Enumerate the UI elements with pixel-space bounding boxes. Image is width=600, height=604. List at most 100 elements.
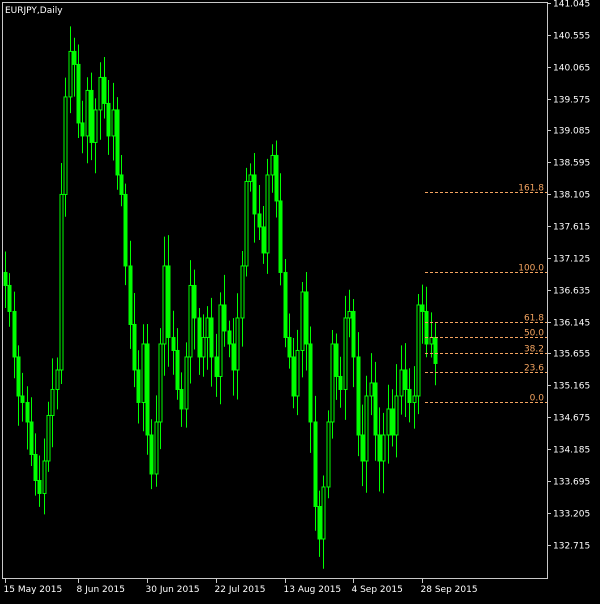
candle [55,357,60,410]
candle-body [192,284,197,319]
candle-body [158,343,163,423]
time-tick-label: 13 Aug 2015 [284,585,342,595]
candle [257,185,262,241]
fibonacci-retracement[interactable]: 161.8 100.0 61.8 50.0 38.2 23.6 0.0 [425,184,547,404]
candle [59,162,64,385]
candle [394,364,399,458]
candle-body [29,421,34,455]
candle-body [149,434,154,475]
candle [42,438,47,515]
candle-body [252,174,257,215]
candle [154,395,159,487]
candle-body [377,434,382,462]
candle [330,329,335,439]
candle [76,44,81,138]
candle [244,167,249,277]
candle [197,308,202,375]
price-tick-label: 133.695 [553,478,590,488]
time-tick-label: 28 Sep 2015 [421,585,478,595]
candle-body [132,323,137,371]
candle-body [3,271,8,286]
candle [412,366,417,429]
candle-body [248,174,253,182]
candle-body [25,401,30,423]
candle-body [283,271,288,338]
candle-body [55,369,60,390]
candle-body [72,50,77,65]
candle-body [399,369,404,397]
candle-body [240,265,245,319]
candle [373,361,378,461]
candle [407,368,412,423]
candle-body [214,356,219,377]
candle-body [304,291,309,345]
price-tick-label: 137.125 [553,255,590,265]
candle-body [274,154,279,202]
candle-body [33,453,38,481]
candle [308,326,313,453]
price-tick-label: 140.555 [553,32,590,42]
candle-body [20,395,25,403]
candle-body [218,304,223,377]
price-tick-label: 136.635 [553,287,590,297]
candle [171,310,176,375]
candle-body [42,460,47,494]
time-tick-label: 30 Jun 2015 [146,585,200,595]
candle-body [171,336,176,351]
candle [416,294,421,415]
candle-body [300,291,305,351]
price-tick-label: 139.575 [553,96,590,106]
candle [278,173,283,286]
candle [136,350,141,424]
candle-body [227,330,232,345]
candle-body [351,310,356,358]
candle [386,384,391,464]
candle-body [317,505,322,540]
candle-body [270,154,275,176]
candle [326,410,331,499]
candle-body [136,369,141,403]
candle-body [197,317,202,358]
candle [351,298,356,388]
candle [390,389,395,447]
candle-body [420,304,425,312]
candle [295,329,300,416]
candle [291,338,296,409]
price-tick-label: 140.065 [553,64,590,74]
candle [403,343,408,418]
candle-body [59,193,64,371]
candle [20,372,25,422]
price-tick-label: 135.655 [553,350,590,360]
candle [270,144,275,193]
candle-body [278,200,283,273]
candle [188,260,193,384]
time-tick-label: 15 May 2015 [4,585,63,595]
candle [80,100,85,154]
candle-body [209,317,214,358]
candle [338,356,343,408]
fib-level-label: 100.0 [518,264,544,274]
candle-body [407,388,412,403]
candle [166,235,171,367]
candle-body [222,304,227,332]
candle-body [141,343,146,403]
candle-body [201,336,206,358]
candle [300,282,305,378]
candle [33,433,38,496]
candle [184,342,189,428]
candle [128,240,133,349]
candle-body [128,265,133,325]
price-axis: 141.045 140.555 140.065 139.575 139.085 138.5… [547,0,590,552]
candle [89,72,94,161]
candle-body [119,174,124,195]
candle [265,158,270,274]
candle [248,163,253,192]
price-tick-label: 138.595 [553,159,590,169]
price-tick-label: 136.145 [553,319,590,329]
candle-body [16,356,21,397]
candle [93,98,98,174]
candle-body [313,421,318,507]
candle-body [394,395,399,436]
